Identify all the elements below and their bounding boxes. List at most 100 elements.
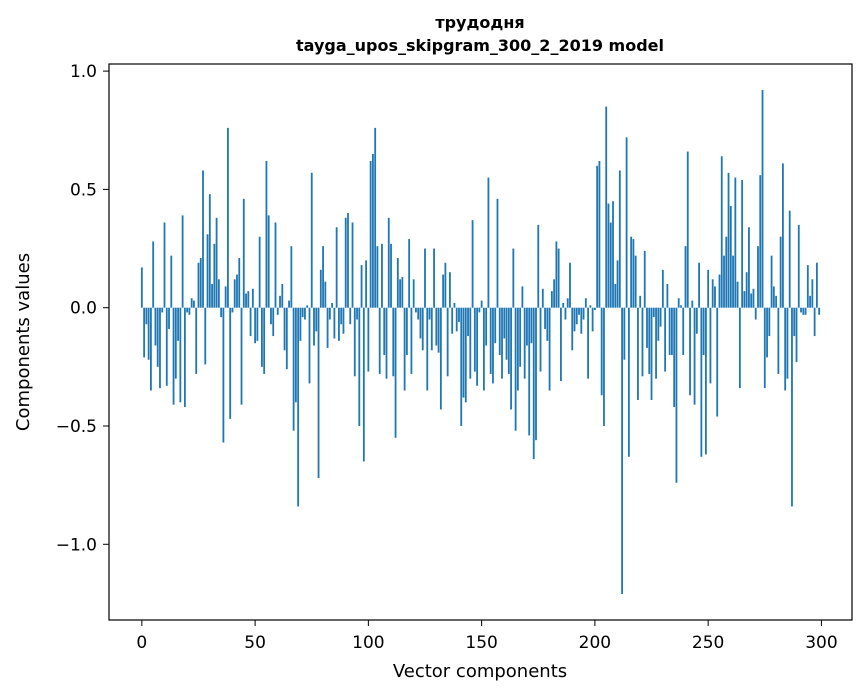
bar-224 (648, 307, 651, 374)
bar-11 (165, 307, 168, 386)
bar-161 (505, 307, 508, 360)
bar-89 (342, 307, 345, 334)
bar-214 (625, 137, 628, 308)
bar-260 (729, 205, 732, 308)
bar-179 (546, 307, 549, 341)
bar-46 (245, 293, 247, 308)
bar-147 (473, 307, 476, 372)
bar-142 (462, 307, 465, 398)
bar-144 (467, 307, 469, 337)
bar-114 (399, 279, 401, 308)
bar-181 (550, 291, 553, 308)
bar-244 (693, 307, 696, 405)
bar-248 (702, 307, 705, 356)
y-tick-label-1: −0.5 (56, 417, 97, 437)
bar-61 (279, 295, 281, 308)
bar-239 (682, 307, 685, 356)
bar-187 (564, 307, 567, 320)
bar-149 (478, 307, 481, 313)
bar-82 (326, 307, 329, 348)
bar-22 (190, 298, 193, 308)
bar-128 (430, 307, 433, 351)
bar-122 (417, 307, 420, 320)
y-tick-label-3: 0.5 (70, 180, 97, 200)
x-tick-label-300: 300 (805, 633, 837, 653)
bar-51 (256, 307, 259, 341)
bar-173 (532, 307, 535, 460)
bar-27 (202, 170, 204, 308)
bar-67 (292, 307, 295, 431)
bar-259 (727, 172, 730, 308)
bar-171 (528, 307, 531, 436)
bar-269 (750, 293, 753, 308)
bar-202 (598, 161, 601, 308)
y-tick-label-0: −1.0 (56, 535, 97, 555)
bar-180 (548, 307, 551, 391)
bar-21 (188, 307, 191, 315)
bar-217 (632, 239, 635, 308)
ticks-group: 0 50 100 150 200 250 300 −1.0 −0.5 0.0 0.5 1.0 (56, 62, 838, 653)
x-tick-label-100: 100 (352, 633, 384, 653)
bar-268 (748, 227, 750, 308)
bar-172 (530, 307, 533, 344)
bar-102 (371, 153, 374, 308)
bar-194 (580, 307, 583, 334)
bar-28 (204, 307, 207, 365)
x-tick-label-150: 150 (465, 633, 497, 653)
bar-165 (514, 307, 517, 431)
bar-174 (535, 307, 537, 441)
bar-184 (557, 248, 560, 308)
bar-136 (449, 272, 451, 308)
bar-121 (415, 307, 417, 313)
bar-108 (385, 307, 388, 379)
bar-230 (661, 269, 664, 308)
x-tick-label-250: 250 (692, 633, 724, 653)
bar-150 (480, 300, 483, 308)
bar-157 (496, 198, 499, 308)
bar-298 (815, 262, 818, 308)
bar-275 (763, 307, 766, 389)
bar-24 (195, 307, 198, 374)
bar-235 (673, 307, 676, 408)
bar-229 (659, 307, 662, 327)
bar-175 (537, 224, 540, 308)
bar-188 (566, 298, 569, 308)
bar-148 (476, 307, 479, 386)
bar-290 (797, 224, 800, 308)
bar-117 (405, 307, 408, 356)
bar-84 (331, 302, 334, 308)
bar-296 (811, 279, 814, 308)
bar-111 (392, 307, 395, 377)
bar-57 (270, 307, 272, 325)
bar-26 (199, 258, 202, 308)
bar-284 (784, 307, 787, 391)
bar-74 (308, 307, 311, 384)
bar-251 (709, 307, 712, 384)
bar-59 (274, 222, 277, 308)
bar-240 (684, 246, 687, 308)
bar-75 (310, 172, 313, 308)
bar-69 (297, 307, 300, 507)
bar-189 (569, 262, 571, 308)
bar-31 (211, 284, 213, 308)
bar-209 (614, 284, 617, 308)
bar-205 (605, 106, 608, 308)
bar-125 (424, 248, 426, 308)
bar-210 (616, 260, 619, 308)
bar-227 (655, 307, 657, 379)
bar-234 (671, 307, 673, 356)
y-axis-label: Components values (13, 253, 34, 431)
bar-289 (795, 307, 798, 363)
bar-105 (378, 307, 381, 374)
bar-241 (686, 151, 689, 308)
bar-1 (143, 307, 146, 358)
bar-6 (154, 307, 157, 346)
bar-168 (521, 286, 524, 308)
bar-95 (356, 307, 358, 320)
bar-196 (584, 298, 587, 308)
bar-58 (272, 307, 275, 337)
bar-285 (786, 307, 789, 379)
bar-12 (168, 307, 170, 329)
bar-52 (258, 236, 261, 308)
bar-100 (367, 307, 370, 372)
